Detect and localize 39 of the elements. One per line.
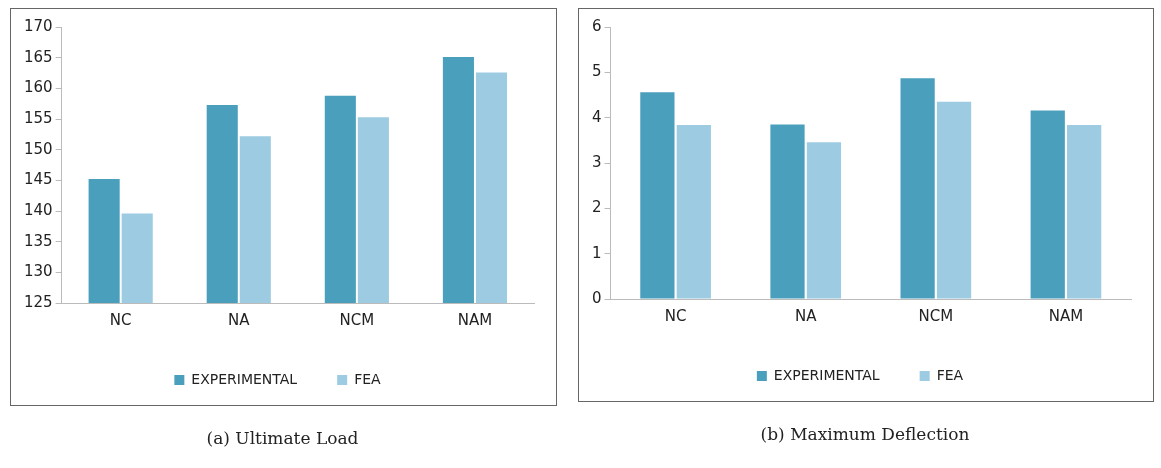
- bar: [770, 124, 805, 299]
- y-tick-label: 145: [23, 170, 53, 189]
- y-tick-label: 5: [592, 62, 602, 81]
- y-tick-label: 150: [23, 139, 53, 158]
- bar: [806, 142, 842, 299]
- y-tick-label: 135: [23, 231, 53, 250]
- x-tick-label: NC: [109, 310, 132, 329]
- y-tick-label: 0: [592, 288, 602, 307]
- legend-label: EXPERIMENTAL: [191, 370, 298, 387]
- x-tick-label: NAM: [457, 310, 493, 329]
- y-tick-label: 170: [23, 16, 53, 35]
- y-tick-label: 2: [592, 198, 602, 217]
- bar: [900, 78, 935, 299]
- x-tick-label: NC: [664, 306, 687, 325]
- legend-label: EXPERIMENTAL: [773, 366, 880, 383]
- x-tick-label: NCM: [918, 306, 954, 325]
- y-tick-label: 125: [23, 292, 53, 311]
- legend-label: FEA: [354, 370, 382, 387]
- y-tick-label: 140: [23, 200, 53, 219]
- text: (a) Ultimate Load: [205, 428, 360, 448]
- y-tick-label: 6: [592, 16, 602, 35]
- x-tick-label: NA: [228, 310, 251, 329]
- bar: [640, 92, 675, 299]
- y-tick-label: 130: [23, 262, 53, 281]
- bar: [936, 101, 972, 299]
- bar: [1067, 124, 1102, 299]
- text: (b) Maximum Deflection: [759, 424, 971, 444]
- y-tick-label: 3: [592, 152, 602, 171]
- y-tick-label: 4: [592, 107, 602, 126]
- y-tick-label: 160: [23, 78, 53, 97]
- bar: [676, 124, 711, 299]
- legend-label: FEA: [936, 366, 964, 383]
- x-tick-label: NCM: [339, 310, 375, 329]
- x-tick-label: NA: [794, 306, 818, 325]
- y-tick-label: 165: [23, 47, 53, 66]
- y-tick-label: 1: [592, 243, 602, 262]
- x-tick-label: NAM: [1048, 306, 1084, 325]
- bar: [1030, 110, 1065, 299]
- y-tick-label: 155: [23, 108, 53, 127]
